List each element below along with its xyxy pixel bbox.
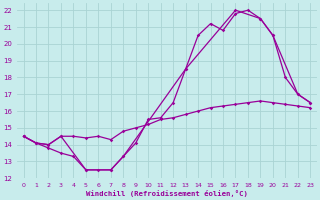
X-axis label: Windchill (Refroidissement éolien,°C): Windchill (Refroidissement éolien,°C) (86, 190, 248, 197)
